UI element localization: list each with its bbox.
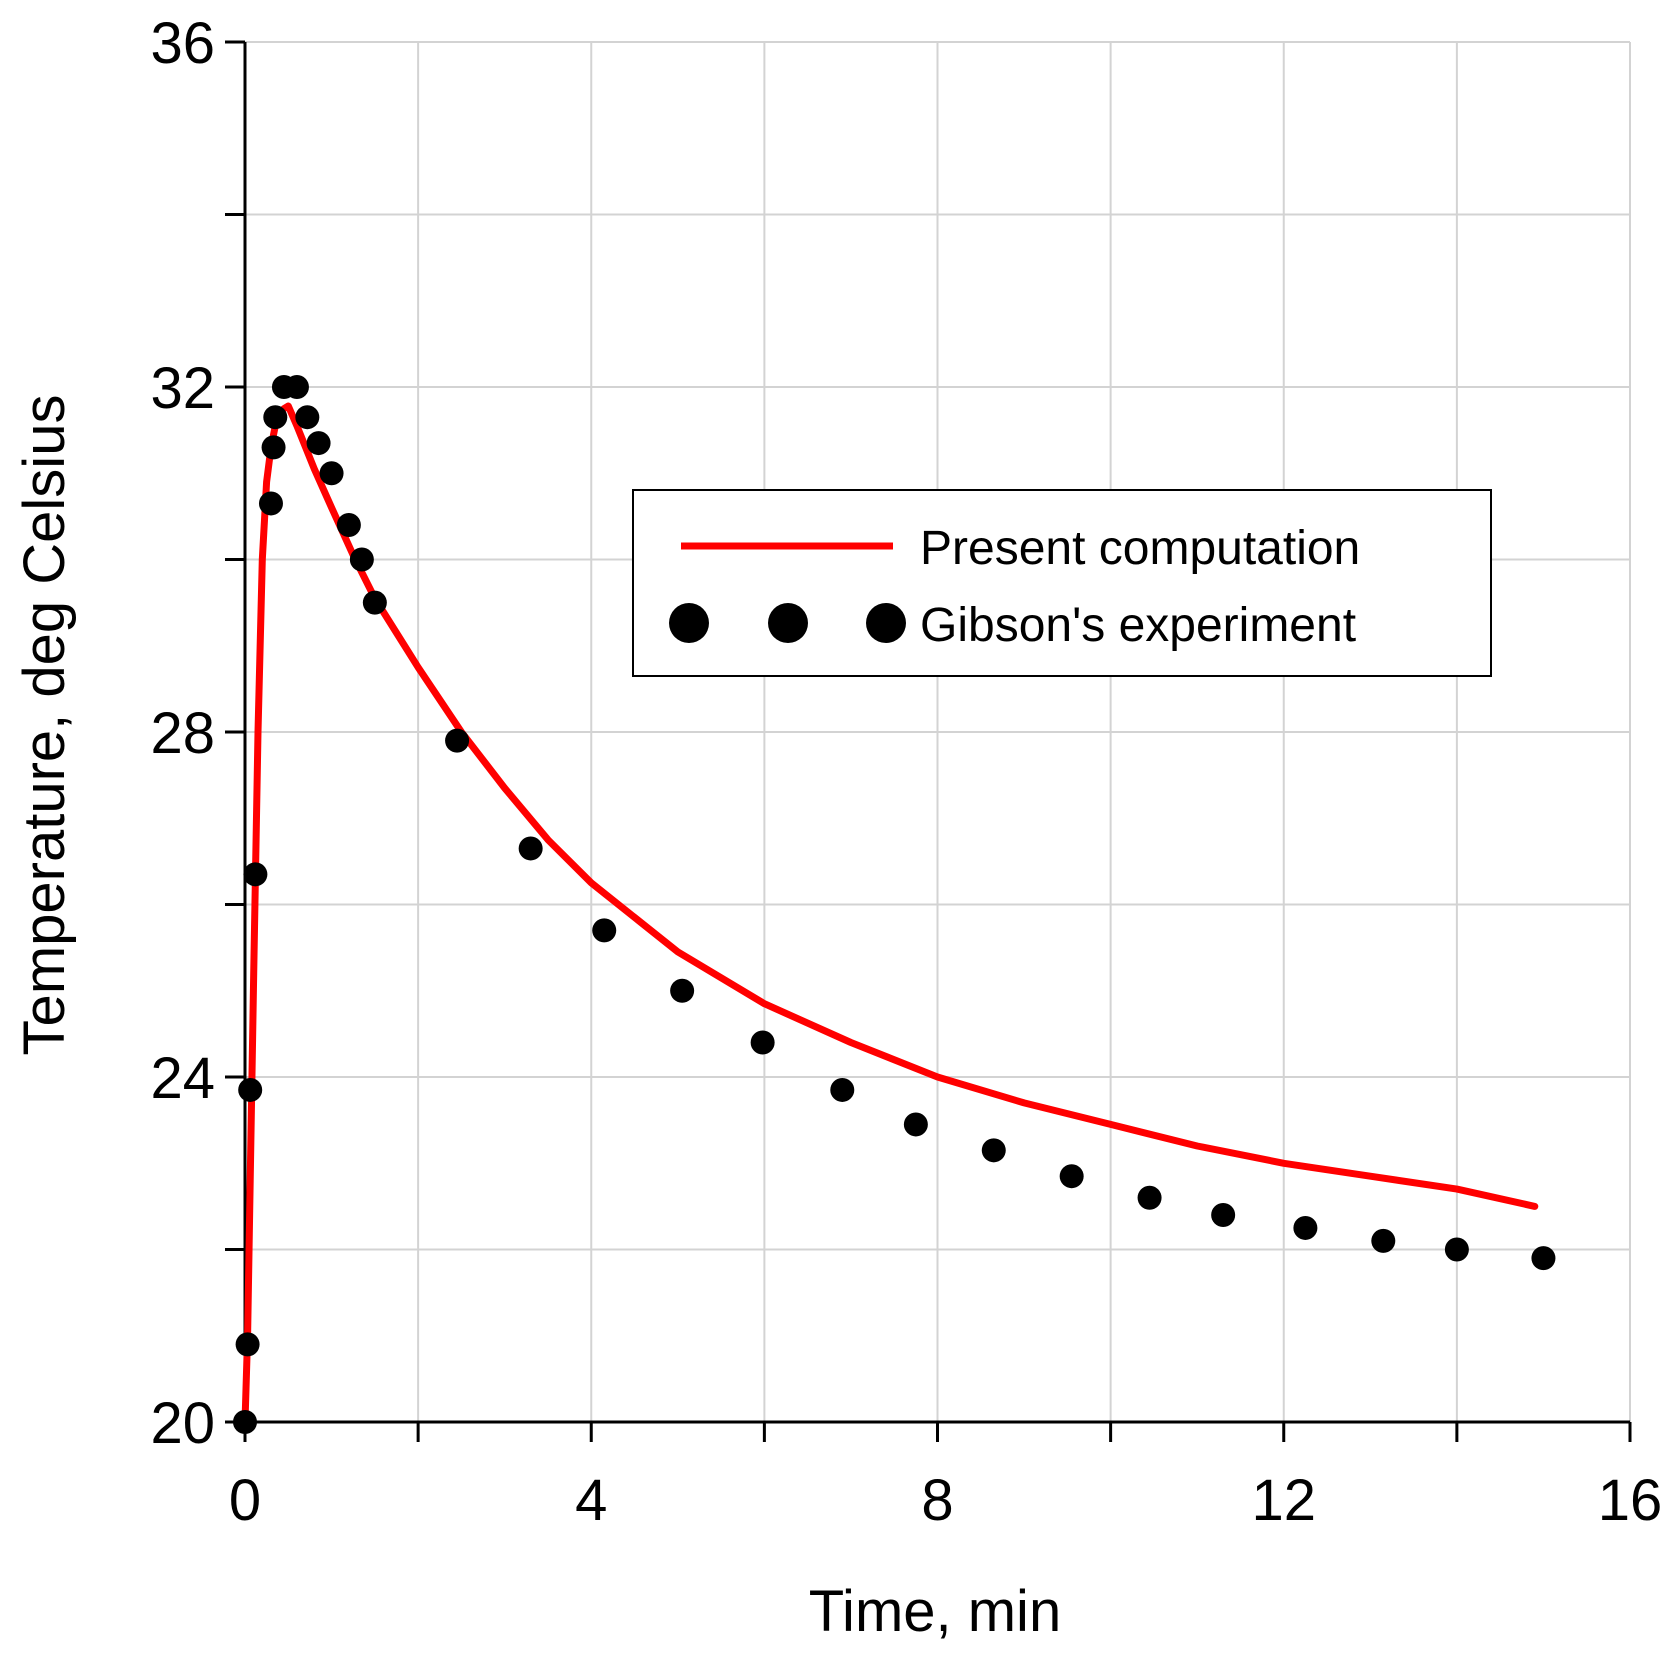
data-point (362, 590, 387, 615)
grid (245, 41, 1631, 1422)
data-point (336, 513, 361, 537)
data-point (243, 862, 268, 887)
data-point (445, 728, 470, 753)
data-point (349, 547, 374, 572)
legend: Present computation Gibson's experiment (632, 489, 1492, 677)
y-tick-label: 28 (150, 701, 215, 766)
data-point (592, 918, 617, 943)
data-point (981, 1138, 1006, 1163)
data-point (261, 435, 286, 460)
data-point (670, 978, 695, 1003)
y-axis: 20 24 28 32 36 (150, 11, 247, 1456)
x-tick-label: 0 (229, 1468, 261, 1533)
legend-marker (669, 603, 709, 643)
x-tick-label: 12 (1251, 1468, 1316, 1533)
y-tick-label: 20 (150, 1391, 215, 1456)
data-point (830, 1077, 855, 1102)
data-point (1137, 1185, 1162, 1210)
legend-marker (866, 603, 906, 643)
x-tick-label: 8 (921, 1468, 953, 1533)
data-point (233, 1410, 257, 1434)
data-point (518, 836, 543, 861)
data-point (1059, 1164, 1084, 1189)
x-tick-label: 4 (575, 1468, 607, 1533)
x-axis-title: Time, min (809, 1579, 1061, 1644)
data-point (258, 491, 283, 516)
legend-marker (768, 603, 808, 643)
series-gibsons-experiment (233, 375, 1556, 1434)
legend-label-gibsons-experiment: Gibson's experiment (920, 599, 1356, 652)
data-point (750, 1030, 775, 1055)
y-tick-label: 24 (150, 1046, 215, 1111)
y-tick-label: 32 (150, 356, 215, 421)
y-tick-label: 36 (150, 11, 215, 76)
data-point (1371, 1228, 1396, 1253)
legend-label-present-computation: Present computation (920, 522, 1360, 575)
data-point (306, 431, 331, 456)
x-tick-label: 16 (1598, 1468, 1663, 1533)
data-point (1293, 1215, 1318, 1240)
y-axis-title: Temperature, deg Celsius (12, 395, 77, 1056)
data-point (284, 375, 309, 399)
data-point (1211, 1203, 1236, 1227)
data-point (238, 1077, 263, 1102)
data-point (1444, 1237, 1469, 1262)
data-point (1531, 1246, 1556, 1271)
data-point (295, 405, 320, 430)
legend-box (632, 489, 1492, 677)
data-point (319, 461, 344, 486)
x-axis: 0 4 8 12 16 (229, 1420, 1663, 1533)
data-point (235, 1332, 260, 1357)
data-point (263, 405, 288, 430)
data-point (903, 1112, 928, 1137)
